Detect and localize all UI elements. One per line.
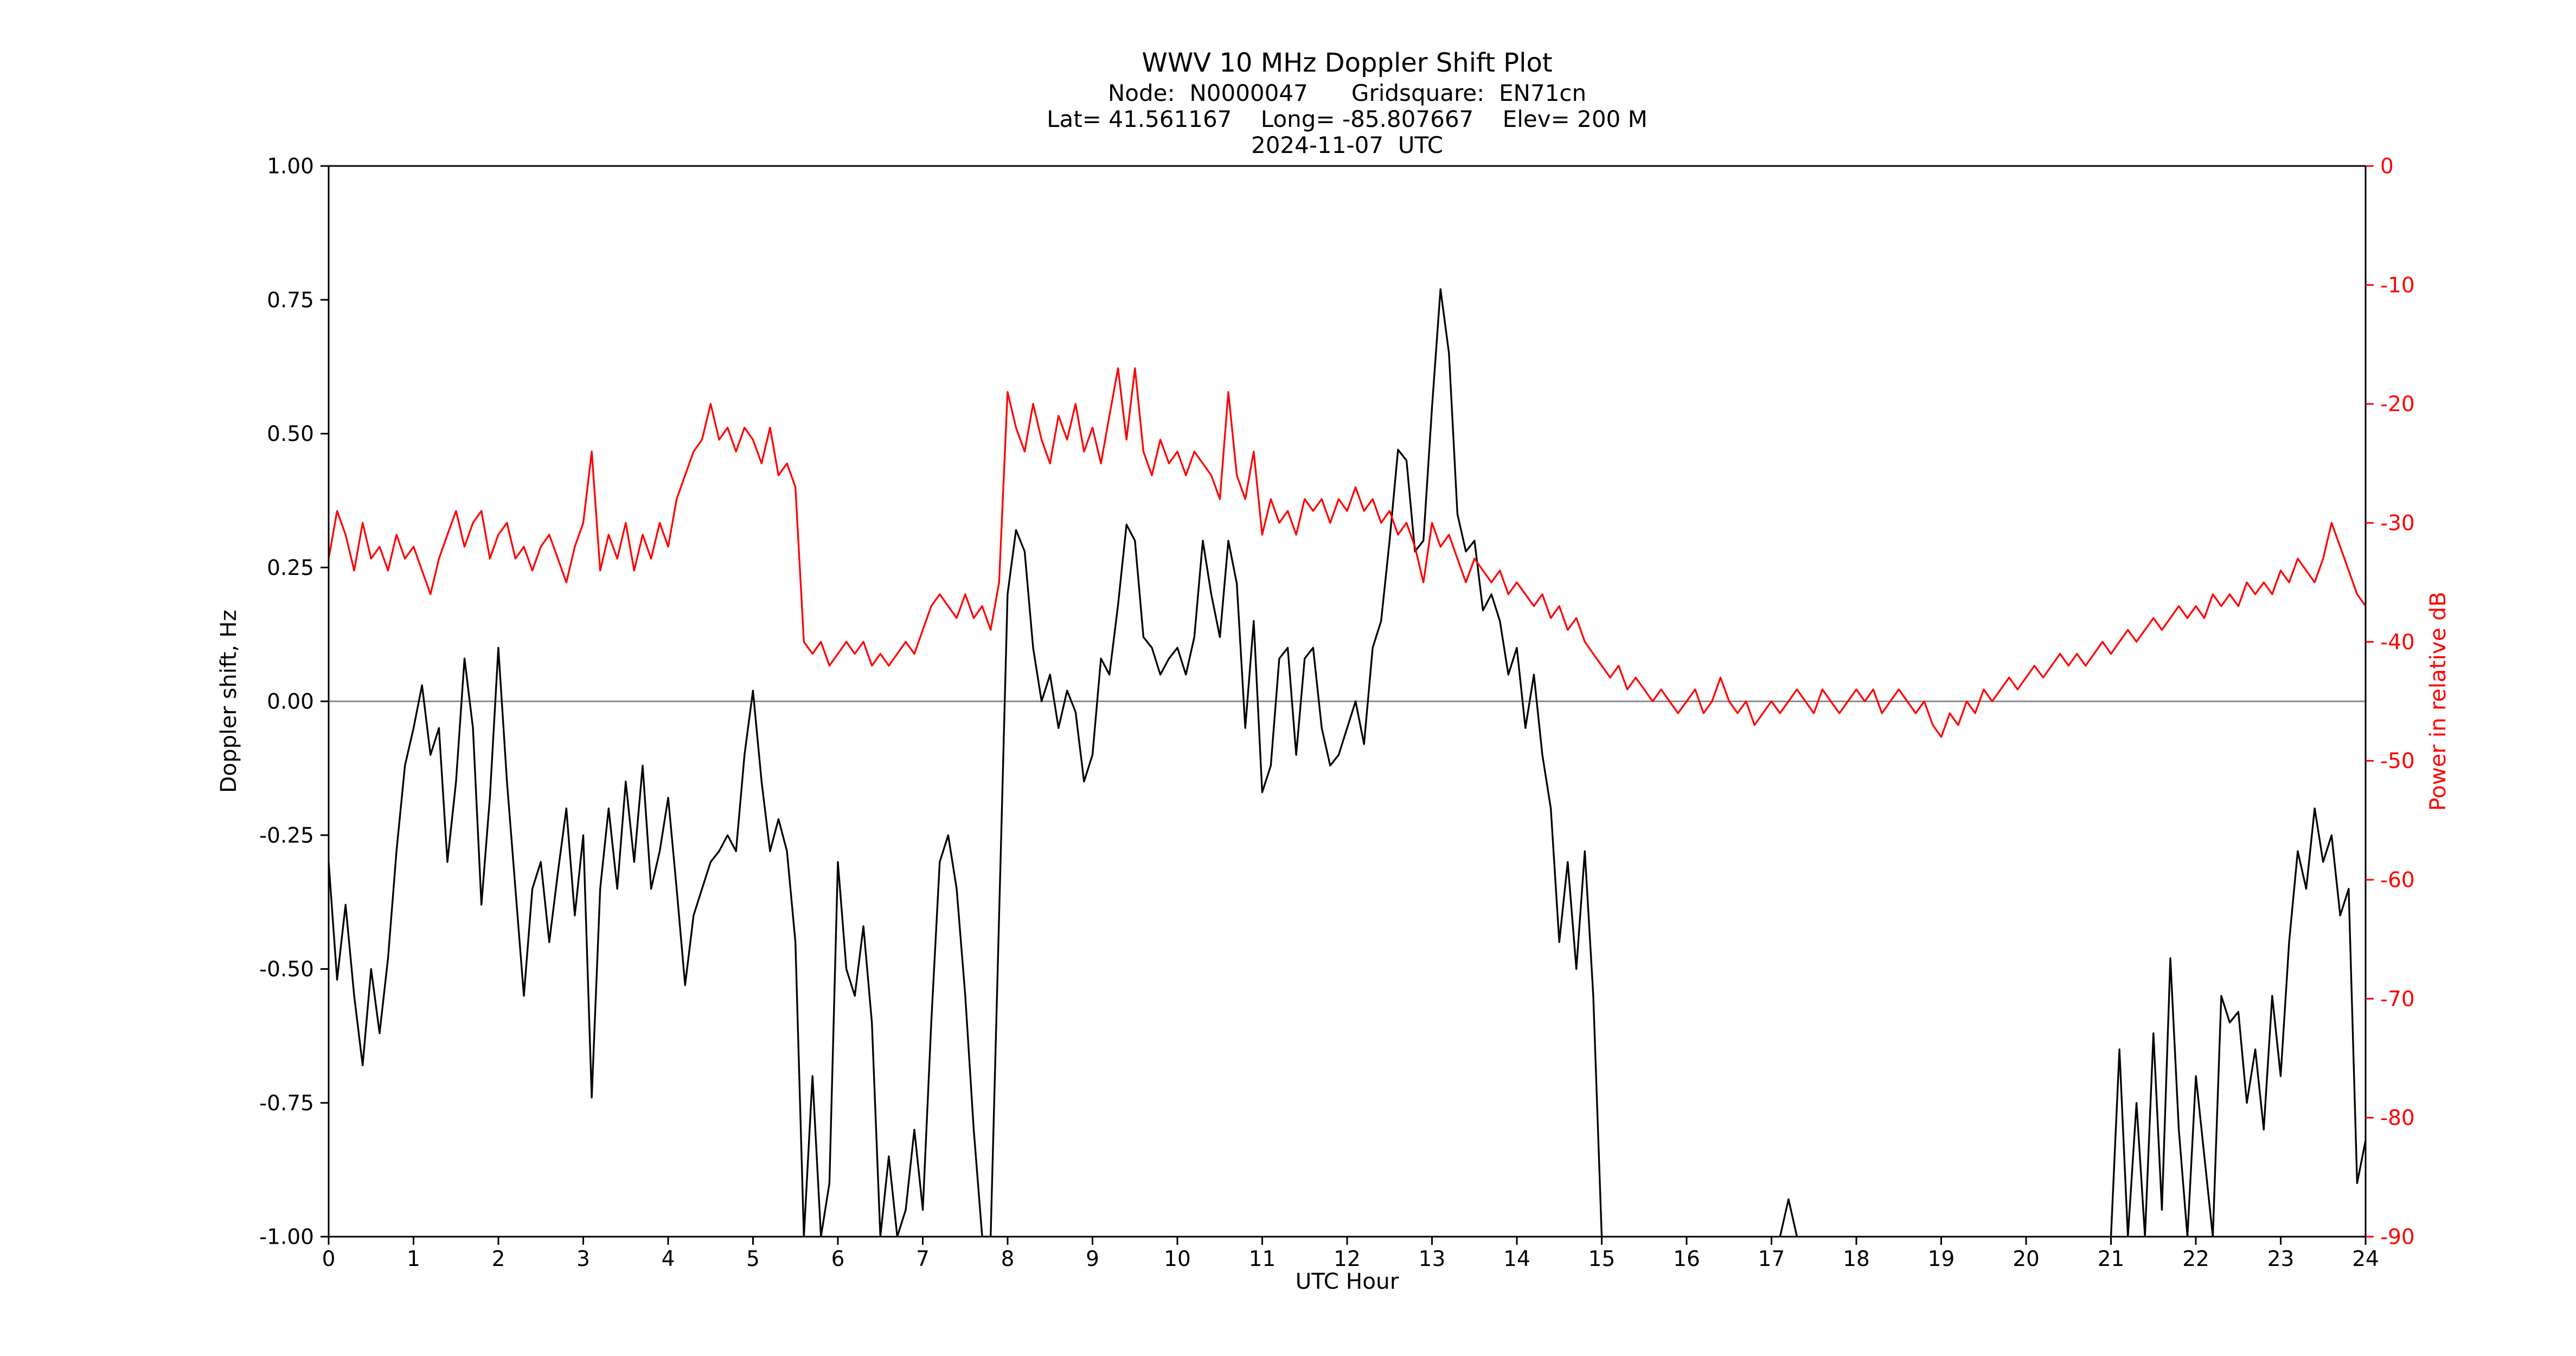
x-tick-label: 0 (322, 1247, 336, 1271)
x-tick-label: 19 (1928, 1247, 1955, 1271)
chart-layer: 0 1 2 3 4 5 6 7 8 9 10 11 12 13 14 15 16 17 18 19 20 21 22 23 24… (259, 155, 2415, 1272)
plot-subtitle-node: Node: N0000047 Gridsquare: EN71cn (1108, 80, 1586, 106)
y-tick-label-left: 0.00 (267, 690, 314, 714)
y-tick-label-left: -0.25 (259, 823, 314, 848)
y-tick-label-left: -0.75 (259, 1091, 314, 1116)
x-tick-label: 3 (576, 1247, 590, 1271)
x-tick-label: 20 (2013, 1247, 2040, 1271)
x-tick-label: 10 (1164, 1247, 1191, 1271)
x-tick-label: 2 (492, 1247, 505, 1271)
x-tick-label: 8 (1001, 1247, 1015, 1271)
y-tick-label-right: -80 (2380, 1106, 2415, 1130)
y-tick-label-right: -50 (2380, 749, 2415, 773)
y-tick-label-right: -30 (2380, 511, 2415, 536)
y-tick-label-right: -90 (2380, 1225, 2415, 1250)
x-tick-label: 5 (746, 1247, 760, 1271)
y-axis-label-right: Power in relative dB (2425, 592, 2451, 811)
x-tick-label: 17 (1758, 1247, 1785, 1271)
x-tick-label: 4 (662, 1247, 675, 1271)
y-tick-label-left: 0.25 (267, 556, 314, 580)
x-tick-label: 14 (1503, 1247, 1530, 1271)
power-line (329, 367, 2366, 738)
y-tick-label-left: 0.50 (267, 422, 314, 446)
x-tick-label: 22 (2182, 1247, 2209, 1271)
y-tick-label-right: -10 (2380, 273, 2415, 298)
x-tick-label: 7 (916, 1247, 930, 1271)
y-tick-label-right: -40 (2380, 630, 2415, 655)
x-tick-label: 9 (1086, 1247, 1099, 1271)
y-tick-label-left: -0.50 (259, 957, 314, 982)
x-tick-label: 23 (2267, 1247, 2295, 1271)
x-tick-label: 18 (1843, 1247, 1870, 1271)
y-tick-label-left: -1.00 (259, 1225, 314, 1250)
y-tick-label-right: -70 (2380, 987, 2415, 1012)
y-tick-label-left: 1.00 (267, 155, 314, 179)
doppler-shift-line (329, 288, 2366, 1237)
x-tick-label: 6 (831, 1247, 845, 1271)
y-tick-label-right: -20 (2380, 392, 2415, 417)
plot-subtitle-location: Lat= 41.561167 Long= -85.807667 Elev= 20… (1047, 106, 1648, 132)
plot-subtitle-date: 2024-11-07 UTC (1251, 132, 1443, 158)
y-tick-label-left: 0.75 (267, 288, 314, 312)
x-tick-label: 11 (1249, 1247, 1276, 1271)
plot-title: WWV 10 MHz Doppler Shift Plot (1142, 48, 1552, 78)
x-tick-label: 15 (1588, 1247, 1616, 1271)
x-tick-label: 24 (2352, 1247, 2379, 1271)
y-tick-label-right: 0 (2380, 155, 2394, 179)
y-tick-label-right: -60 (2380, 868, 2415, 893)
plot-header: WWV 10 MHz Doppler Shift Plot Node: N000… (1047, 48, 1648, 158)
x-axis-label: UTC Hour (1296, 1268, 1399, 1294)
y-axis-label-left: Doppler shift, Hz (215, 610, 241, 793)
x-tick-label: 1 (407, 1247, 420, 1271)
x-tick-label: 13 (1419, 1247, 1446, 1271)
x-tick-label: 16 (1673, 1247, 1700, 1271)
x-tick-label: 12 (1334, 1247, 1361, 1271)
x-tick-label: 21 (2098, 1247, 2125, 1271)
